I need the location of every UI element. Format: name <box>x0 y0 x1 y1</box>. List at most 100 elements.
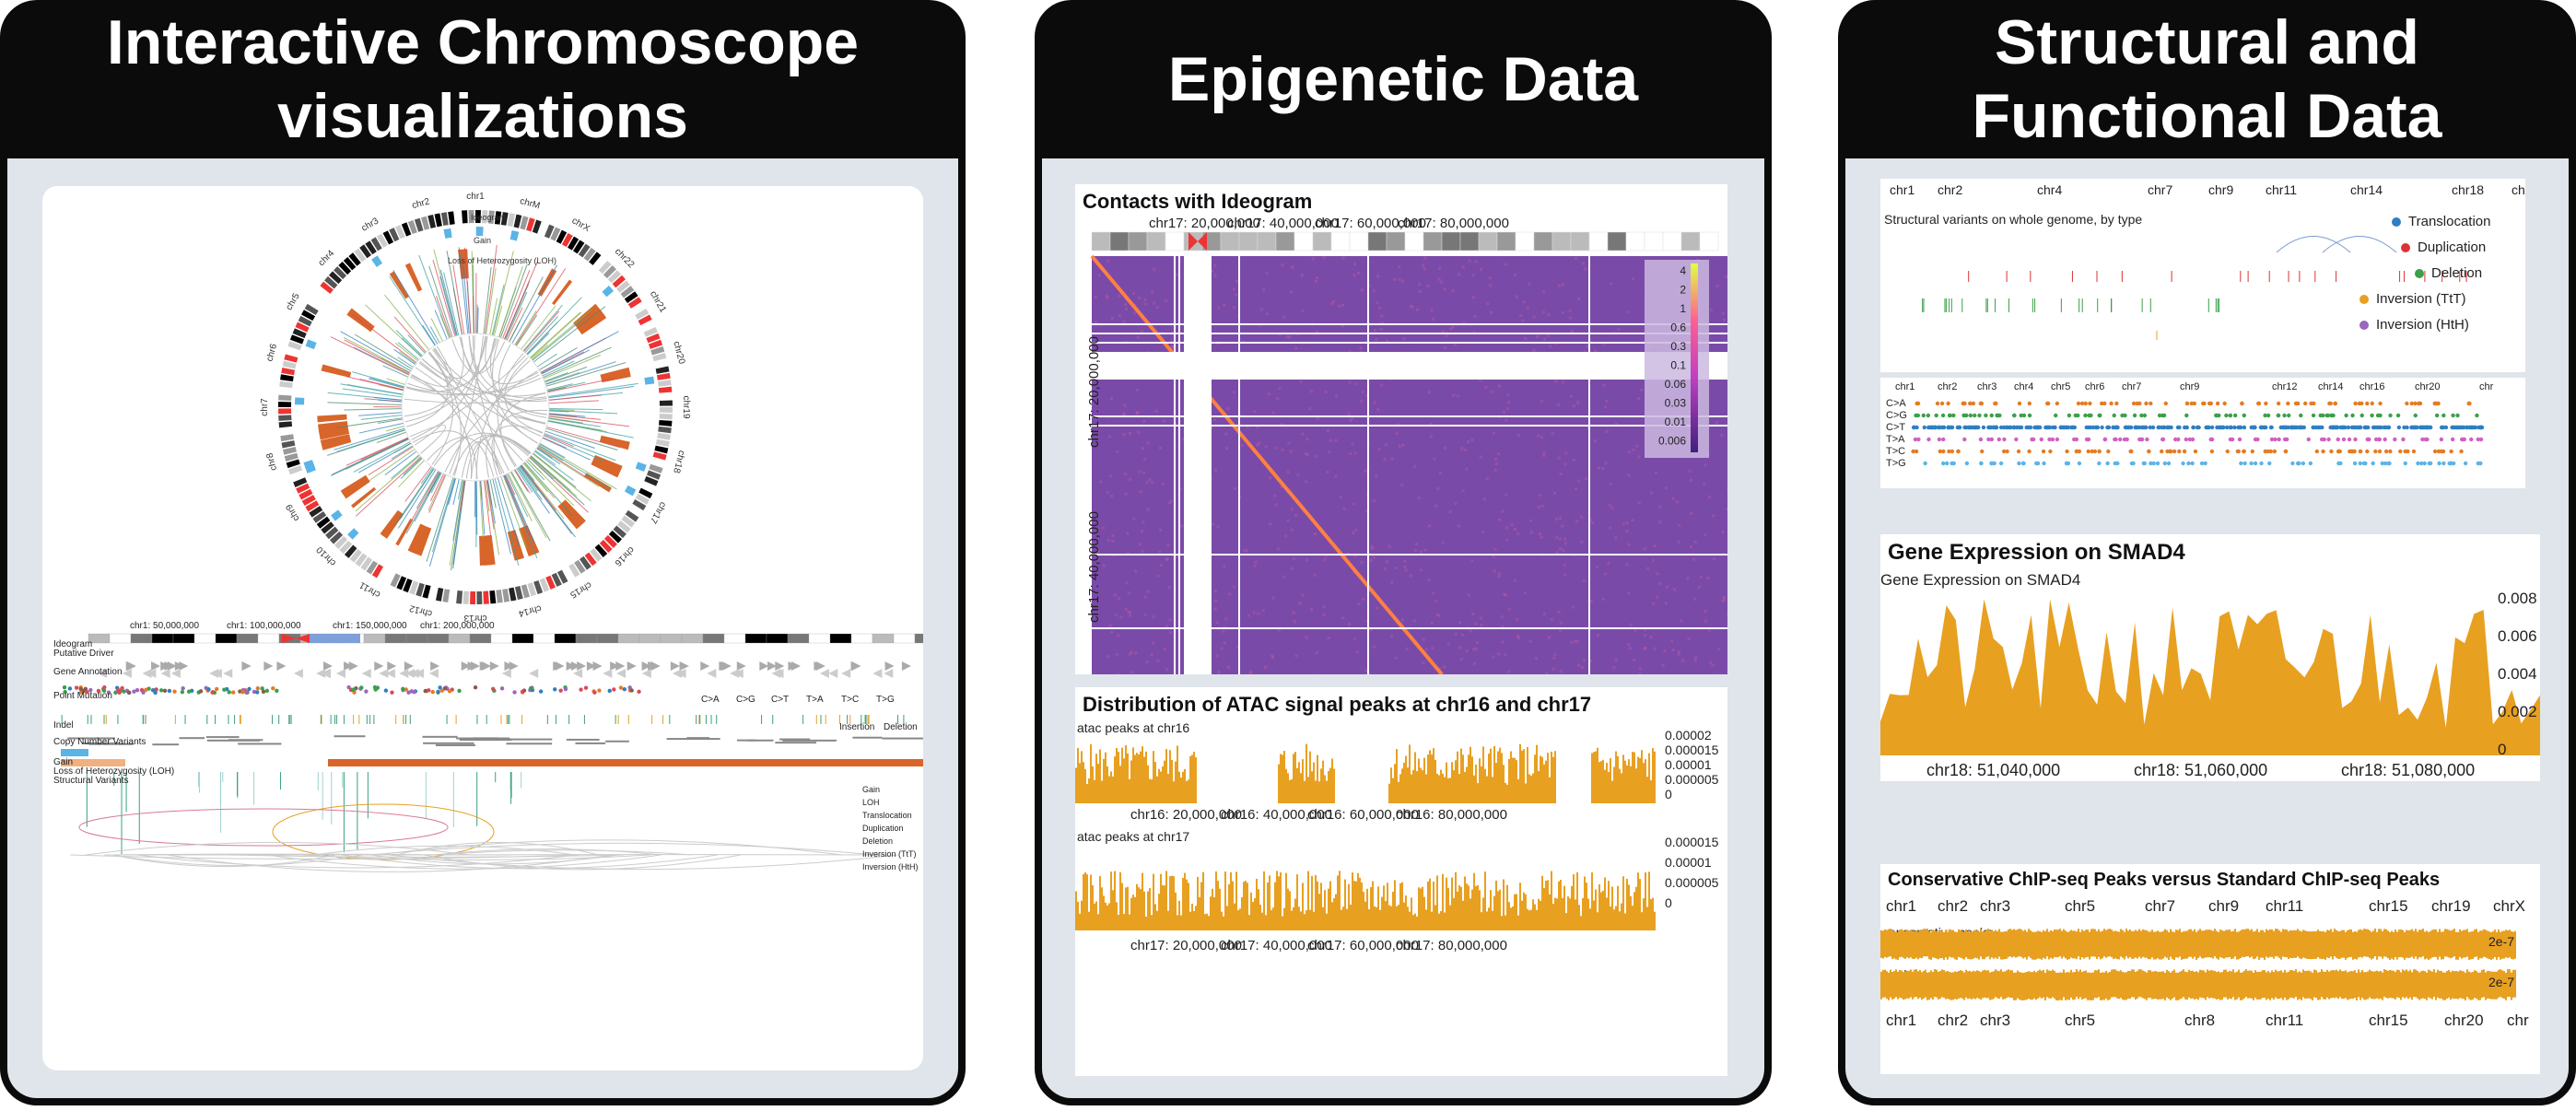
chip-bar <box>1960 930 1961 958</box>
heatmap-cell <box>1577 297 1581 300</box>
heatmap-cell <box>1490 390 1493 393</box>
atac-bar <box>1324 890 1326 930</box>
mutation-dot <box>2406 449 2410 454</box>
chip-bar <box>2122 972 2124 1000</box>
atac-bar <box>1162 766 1164 803</box>
chip-bar <box>2238 931 2240 960</box>
ideogram-band <box>1607 231 1627 251</box>
gene-marker <box>736 661 746 671</box>
indel-mark <box>343 715 345 724</box>
heatmap-cell <box>1168 618 1172 622</box>
mutation-line <box>355 455 420 512</box>
chromosome-label: chr18 <box>671 450 686 474</box>
chip-bar <box>2030 972 2032 1000</box>
x-tick: chr18: 51,040,000 <box>1926 761 2061 779</box>
atac-bar <box>1291 910 1293 930</box>
mutation-view[interactable]: chr1 chr2 chr3 chr4 chr5 chr6 chr7 chr9 chr12 chr… <box>1880 378 2525 488</box>
chip-tracks[interactable]: chr1 chr2 chr3 chr5 chr7 chr9 chr11 chr15 chr19 c… <box>1880 897 2540 1074</box>
mutation-dot <box>2097 449 2102 454</box>
chip-bar <box>1893 930 1895 959</box>
ideogram-band <box>1220 231 1240 251</box>
heatmap-cell <box>1116 672 1119 674</box>
chip-bar <box>2450 972 2452 1000</box>
ideogram-band <box>702 633 725 644</box>
chip-bar <box>2140 930 2142 959</box>
row-label: C>T <box>1886 422 1906 433</box>
ideogram-band <box>829 633 852 644</box>
chip-bar <box>1938 971 1939 1000</box>
chip-bar <box>2380 929 2382 957</box>
track-label: atac peaks at chr16 <box>1077 720 1190 735</box>
mutation-dot <box>2088 425 2092 430</box>
sv-arc <box>314 845 576 856</box>
chip-bar <box>2225 969 2227 998</box>
indel-mark <box>506 715 508 724</box>
sv-genome-view[interactable]: chr1chr2chr4chr7chr9chr11chr14chr18chrSt… <box>1880 179 2525 372</box>
circos-plot[interactable]: chr1 chrMchrXchr22chr21chr20chr19chr18chr… <box>260 192 691 623</box>
heatmap-cell <box>1148 478 1152 482</box>
linear-genome-view[interactable]: chr1: 50,000,000 chr1: 100,000,000 chr1: 1… <box>52 621 923 1066</box>
expression-chart[interactable]: Gene Expression on SMAD4 0.008 0.006 0.004 0… <box>1880 571 2540 781</box>
heatmap-cell <box>1134 651 1138 655</box>
indel-mark <box>698 715 700 724</box>
heatmap-cell <box>1420 550 1423 554</box>
atac-bar <box>1114 756 1116 803</box>
atac-bar <box>1368 909 1370 930</box>
atac-bar <box>1403 902 1405 930</box>
mutation-line <box>489 479 497 509</box>
chip-bar <box>2402 969 2404 998</box>
chip-bar <box>2074 930 2076 959</box>
mutation-dot <box>2432 449 2438 454</box>
cnv-segment <box>782 739 837 742</box>
mutation-dot <box>2465 425 2469 430</box>
heatmap-cell <box>1430 309 1434 312</box>
ideogram-band <box>513 214 522 228</box>
atac-bar <box>1621 773 1622 803</box>
chip-bar <box>2452 930 2453 958</box>
chip-bar <box>2168 971 2170 1000</box>
hic-matrix-view[interactable]: chr17: 20,000,000 chr17: 40,000,000 chr17:… <box>1075 216 1727 674</box>
heatmap-cell <box>1357 271 1361 275</box>
heatmap-cell <box>1401 443 1405 447</box>
atac-bar <box>1189 911 1191 930</box>
atac-bar <box>1523 749 1525 803</box>
heatmap-cell <box>1374 329 1377 333</box>
atac-bar <box>1652 897 1654 930</box>
gene-marker <box>570 661 580 671</box>
atac-bar <box>1630 766 1632 803</box>
mutation-line <box>548 409 575 411</box>
heatmap-cell <box>1316 275 1319 279</box>
chip-bar <box>2404 970 2406 999</box>
atac-bar <box>1458 885 1460 930</box>
mutation-dot <box>2041 449 2046 454</box>
heatmap-cell <box>1622 522 1626 526</box>
chip-bar <box>2332 931 2334 960</box>
atac-bar <box>1390 767 1392 803</box>
top-tick: chr19 <box>2431 897 2471 915</box>
x-tick: chr17: 20,000,000 <box>1130 938 1242 953</box>
mutation-dot <box>1926 413 1931 418</box>
chip-bar <box>2509 969 2511 998</box>
mutation-dot <box>2350 413 2355 418</box>
mutation-line <box>327 402 403 405</box>
colorbar-tick: 4 <box>1680 264 1686 277</box>
atac-bar <box>1650 779 1652 803</box>
mutation-dot <box>2048 449 2053 454</box>
gene-marker <box>344 661 354 671</box>
gene-marker <box>529 669 539 678</box>
heatmap-cell <box>1429 422 1433 426</box>
atac-bar <box>1112 890 1114 930</box>
sv-chord <box>491 425 544 476</box>
chip-bar <box>2221 930 2223 958</box>
mutation-line <box>529 456 555 480</box>
chip-bar <box>2232 930 2234 959</box>
chip-bar <box>2271 929 2273 957</box>
chromosome-label: chr22 <box>613 247 637 271</box>
atac-tracks[interactable]: atac peaks at chr16 0.00002 0.000015 0.0000… <box>1075 720 1727 1076</box>
chip-bar <box>2208 930 2210 958</box>
chip-bar <box>2179 929 2181 957</box>
heatmap-cell <box>1273 494 1277 497</box>
chip-bar <box>2509 930 2511 958</box>
ideogram-band <box>377 233 388 248</box>
chip-bar <box>2205 930 2207 958</box>
